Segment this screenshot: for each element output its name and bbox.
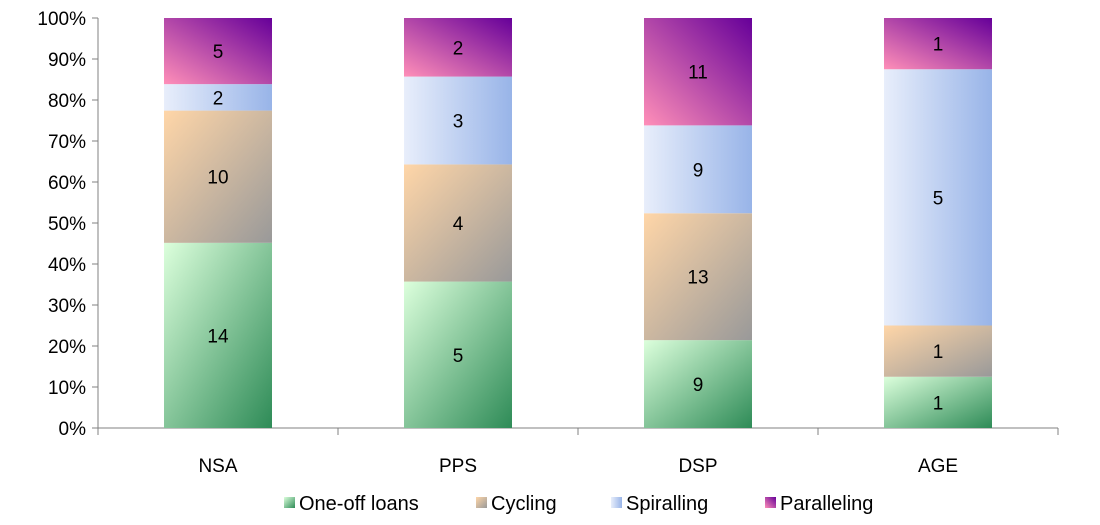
y-tick-label: 70%	[48, 132, 86, 153]
data-label: 9	[693, 160, 704, 181]
y-tick-label: 0%	[59, 419, 87, 440]
bar-segment-dsp-one-off-loans	[644, 340, 752, 428]
x-tick-label: NSA	[198, 456, 237, 477]
data-label: 14	[207, 326, 229, 347]
data-label: 5	[213, 42, 224, 63]
data-label: 5	[453, 346, 464, 367]
x-tick-label: PPS	[439, 456, 477, 477]
bar-segment-dsp-paralleling	[644, 18, 752, 126]
y-tick-label: 90%	[48, 50, 86, 71]
data-label: 2	[453, 38, 464, 59]
legend-label: Spiralling	[626, 493, 708, 515]
bar-segment-nsa-spiralling	[164, 84, 272, 111]
bar-segment-age-spiralling	[884, 69, 992, 326]
data-label: 5	[933, 188, 944, 209]
y-tick-label: 30%	[48, 296, 86, 317]
x-tick-label: DSP	[678, 456, 717, 477]
data-label: 13	[687, 268, 708, 289]
bar-segment-age-cycling	[884, 325, 992, 377]
y-tick-label: 40%	[48, 255, 86, 276]
data-label: 1	[933, 35, 944, 56]
bar-segment-age-one-off-loans	[884, 376, 992, 428]
data-label: 3	[453, 112, 464, 133]
data-label: 9	[693, 375, 704, 396]
bar-segment-age-paralleling	[884, 18, 992, 70]
data-label: 11	[688, 63, 708, 84]
y-tick-label: 20%	[48, 337, 86, 358]
y-tick-label: 100%	[37, 9, 86, 30]
bar-segment-pps-paralleling	[404, 18, 512, 77]
y-tick-label: 50%	[48, 214, 86, 235]
data-label: 2	[213, 88, 224, 109]
bar-segment-pps-one-off-loans	[404, 281, 512, 428]
y-tick-label: 10%	[48, 378, 86, 399]
bar-segment-nsa-one-off-loans	[164, 242, 272, 428]
legend-swatch	[765, 497, 776, 508]
bar-segment-nsa-cycling	[164, 110, 272, 243]
legend-swatch	[476, 497, 487, 508]
legend-label: Cycling	[491, 493, 557, 515]
data-label: 4	[453, 214, 464, 235]
legend: One-off loans Cycling Spiralling Parallelin…	[284, 493, 873, 515]
bar-segment-pps-spiralling	[404, 76, 512, 165]
legend-label: Paralleling	[780, 493, 873, 515]
data-label: 1	[933, 342, 944, 363]
y-tick-label: 80%	[48, 91, 86, 112]
x-tick-label: AGE	[918, 456, 958, 477]
data-label: 1	[933, 393, 944, 414]
bar-segment-dsp-spiralling	[644, 125, 752, 214]
bar-segment-nsa-paralleling	[164, 18, 272, 85]
bar-segment-dsp-cycling	[644, 213, 752, 341]
legend-swatch	[284, 497, 295, 508]
legend-swatch	[611, 497, 622, 508]
plot-area: 0%10%20%30%40%50%60%70%80%90%100%141025N…	[37, 9, 1059, 477]
data-label: 10	[207, 168, 228, 189]
legend-label: One-off loans	[299, 493, 419, 515]
bar-segment-pps-cycling	[404, 164, 512, 282]
y-tick-label: 60%	[48, 173, 86, 194]
